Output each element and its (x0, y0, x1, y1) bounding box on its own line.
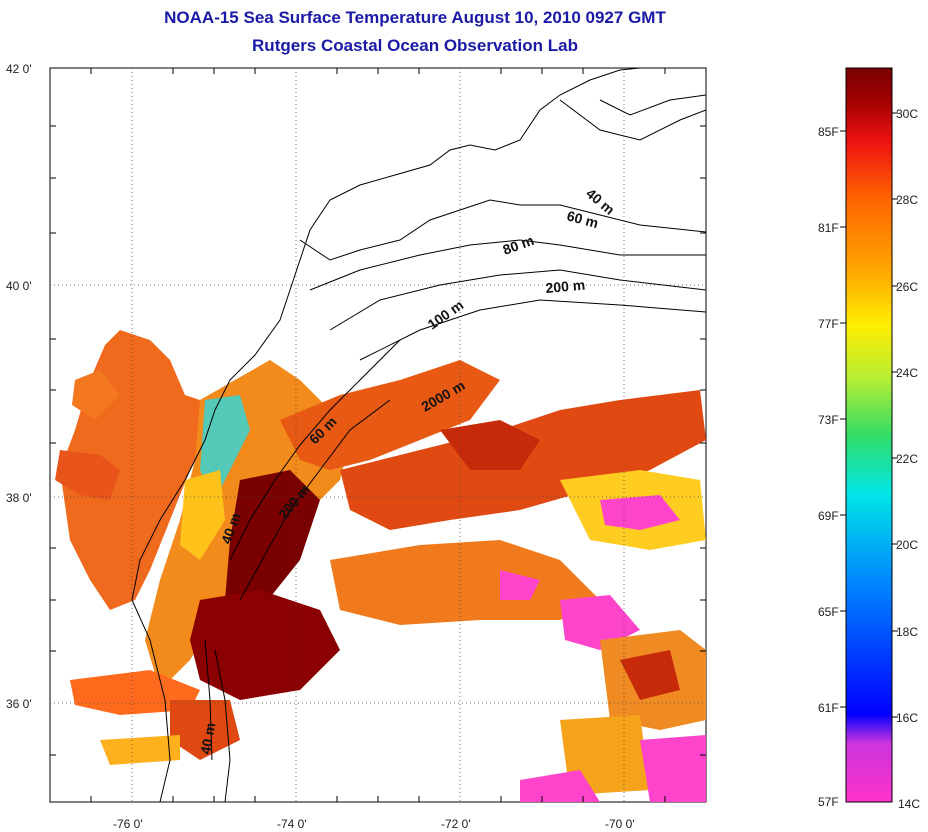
colorbar-c-label: 22C (896, 452, 918, 466)
coastline (131, 68, 641, 601)
map-grid (50, 68, 706, 802)
contour-label: 60 m (565, 207, 600, 231)
colorbar-c-label: 26C (896, 280, 918, 294)
coastline-and-contours (131, 68, 706, 802)
axis-ticks (50, 68, 706, 802)
contour-label: 200 m (545, 277, 586, 296)
sst-data-layer (55, 330, 706, 802)
colorbar-f-label: 69F (818, 509, 839, 523)
colorbar-c-label: 18C (896, 625, 918, 639)
colorbar-f-label: 77F (818, 317, 839, 331)
colorbar-c-label: 16C (896, 711, 918, 725)
colorbar-c-label: 20C (896, 538, 918, 552)
colorbar-c-label: 30C (896, 107, 918, 121)
lat-tick-labels: 42 0' 40 0' 38 0' 36 0' (6, 62, 32, 711)
colorbar-f-label: 61F (818, 701, 839, 715)
colorbar-c-label: 14C (898, 797, 920, 811)
lat-tick-label: 36 0' (6, 697, 32, 711)
lon-tick-label: -70 0' (605, 817, 635, 831)
lon-tick-label: -76 0' (113, 817, 143, 831)
lat-tick-label: 38 0' (6, 491, 32, 505)
lon-tick-labels: -76 0' -74 0' -72 0' -70 0' (113, 817, 635, 831)
lon-tick-label: -74 0' (277, 817, 307, 831)
colorbar-f-label: 81F (818, 221, 839, 235)
lon-tick-label: -72 0' (441, 817, 471, 831)
lat-tick-label: 42 0' (6, 62, 32, 76)
colorbar-c-label: 28C (896, 193, 918, 207)
colorbar-c-labels: 30C 28C 26C 24C 22C 20C 18C 16C 14C (896, 107, 920, 811)
map-title: NOAA-15 Sea Surface Temperature August 1… (164, 8, 666, 27)
map-subtitle: Rutgers Coastal Ocean Observation Lab (252, 36, 578, 55)
lat-tick-label: 40 0' (6, 279, 32, 293)
colorbar-ticks (840, 112, 898, 718)
colorbar (845, 67, 893, 803)
colorbar-c-label: 24C (896, 366, 918, 380)
colorbar-f-labels: 85F 81F 77F 73F 69F 65F 61F 57F (818, 125, 839, 809)
colorbar-f-label: 57F (818, 795, 839, 809)
colorbar-f-label: 73F (818, 413, 839, 427)
colorbar-f-label: 65F (818, 605, 839, 619)
colorbar-f-label: 85F (818, 125, 839, 139)
gulfstream-filament (280, 360, 500, 470)
contour-label: 40 m (197, 721, 218, 755)
